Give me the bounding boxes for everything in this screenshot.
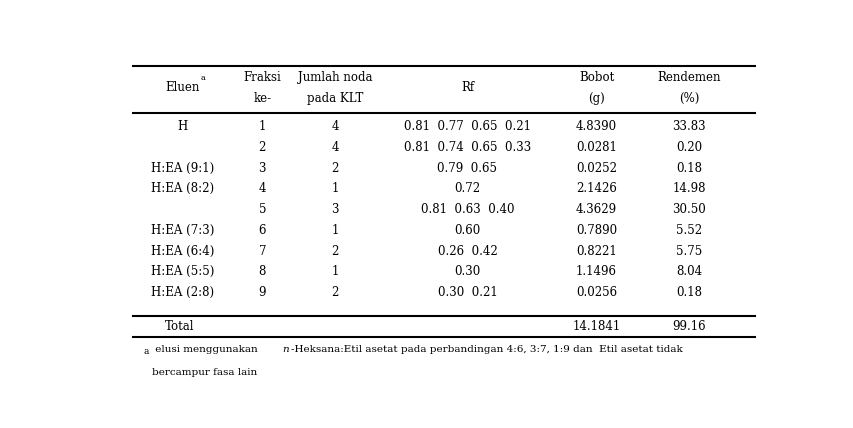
Text: 0.18: 0.18 (676, 161, 701, 175)
Text: 0.0281: 0.0281 (576, 141, 616, 154)
Text: 1: 1 (258, 120, 265, 133)
Text: 1: 1 (331, 265, 339, 278)
Text: 3: 3 (331, 203, 339, 216)
Text: 0.20: 0.20 (676, 141, 701, 154)
Text: 99.16: 99.16 (671, 320, 705, 333)
Text: 4.3629: 4.3629 (575, 203, 617, 216)
Text: 0.79  0.65: 0.79 0.65 (437, 161, 497, 175)
Text: 0.7890: 0.7890 (575, 224, 617, 237)
Text: 1: 1 (331, 224, 339, 237)
Text: Rf: Rf (461, 81, 473, 95)
Text: 4: 4 (331, 120, 339, 133)
Text: 2.1426: 2.1426 (576, 182, 616, 195)
Text: H: H (177, 120, 188, 133)
Text: Eluen: Eluen (165, 81, 200, 95)
Text: 6: 6 (258, 224, 266, 237)
Text: 14.1841: 14.1841 (572, 320, 620, 333)
Text: H:EA (9:1): H:EA (9:1) (151, 161, 214, 175)
Text: 33.83: 33.83 (671, 120, 705, 133)
Text: 2: 2 (331, 161, 339, 175)
Text: 0.72: 0.72 (454, 182, 480, 195)
Text: 3: 3 (258, 161, 266, 175)
Text: Bobot: Bobot (578, 71, 613, 84)
Text: 8.04: 8.04 (676, 265, 701, 278)
Text: ke-: ke- (253, 92, 271, 105)
Text: 0.26  0.42: 0.26 0.42 (437, 244, 496, 258)
Text: H:EA (6:4): H:EA (6:4) (151, 244, 214, 258)
Text: a: a (200, 74, 206, 82)
Text: H:EA (7:3): H:EA (7:3) (151, 224, 214, 237)
Text: 2: 2 (331, 244, 339, 258)
Text: 1: 1 (331, 182, 339, 195)
Text: Fraksi: Fraksi (243, 71, 281, 84)
Text: 0.81  0.77  0.65  0.21: 0.81 0.77 0.65 0.21 (403, 120, 531, 133)
Text: 5: 5 (258, 203, 266, 216)
Text: H:EA (5:5): H:EA (5:5) (151, 265, 214, 278)
Text: 4: 4 (331, 141, 339, 154)
Text: 5.52: 5.52 (676, 224, 701, 237)
Text: pada KLT: pada KLT (306, 92, 363, 105)
Text: 1.1496: 1.1496 (575, 265, 617, 278)
Text: elusi menggunakan: elusi menggunakan (152, 345, 260, 354)
Text: 0.30: 0.30 (454, 265, 480, 278)
Text: 2: 2 (258, 141, 265, 154)
Text: n: n (281, 345, 288, 354)
Text: 0.81  0.74  0.65  0.33: 0.81 0.74 0.65 0.33 (403, 141, 531, 154)
Text: H:EA (2:8): H:EA (2:8) (151, 286, 214, 299)
Text: Jumlah noda: Jumlah noda (298, 71, 372, 84)
Text: -Heksana:Etil asetat pada perbandingan 4:6, 3:7, 1:9 dan  Etil asetat tidak: -Heksana:Etil asetat pada perbandingan 4… (290, 345, 682, 354)
Text: 0.81  0.63  0.40: 0.81 0.63 0.40 (421, 203, 514, 216)
Text: Total: Total (165, 320, 194, 333)
Text: 30.50: 30.50 (671, 203, 705, 216)
Text: (g): (g) (588, 92, 604, 105)
Text: 8: 8 (258, 265, 265, 278)
Text: 0.18: 0.18 (676, 286, 701, 299)
Text: 4: 4 (258, 182, 266, 195)
Text: 0.30  0.21: 0.30 0.21 (437, 286, 496, 299)
Text: 7: 7 (258, 244, 266, 258)
Text: 5.75: 5.75 (676, 244, 701, 258)
Text: 0.8221: 0.8221 (576, 244, 616, 258)
Text: Rendemen: Rendemen (657, 71, 720, 84)
Text: (%): (%) (678, 92, 699, 105)
Text: 0.60: 0.60 (454, 224, 480, 237)
Text: 9: 9 (258, 286, 266, 299)
Text: 4.8390: 4.8390 (575, 120, 617, 133)
Text: 0.0256: 0.0256 (575, 286, 617, 299)
Text: a: a (143, 347, 148, 356)
Text: H:EA (8:2): H:EA (8:2) (151, 182, 214, 195)
Text: 2: 2 (331, 286, 339, 299)
Text: 0.0252: 0.0252 (575, 161, 617, 175)
Text: bercampur fasa lain: bercampur fasa lain (152, 369, 257, 377)
Text: 14.98: 14.98 (671, 182, 705, 195)
